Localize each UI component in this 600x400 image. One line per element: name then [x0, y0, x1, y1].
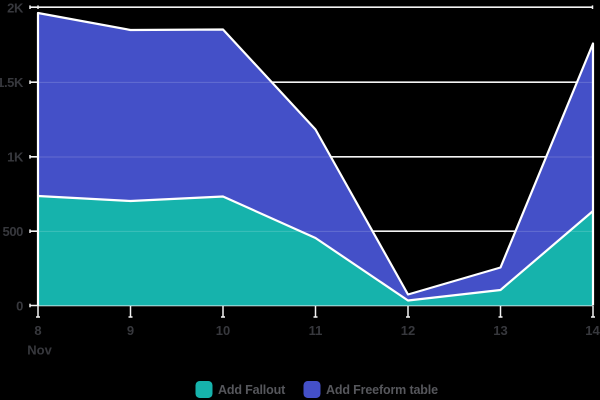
svg-text:Add Fallout: Add Fallout: [218, 383, 286, 397]
svg-text:10: 10: [216, 323, 230, 338]
svg-text:9: 9: [127, 323, 134, 338]
svg-text:1K: 1K: [7, 150, 24, 165]
svg-text:0: 0: [16, 299, 23, 314]
svg-text:14: 14: [585, 323, 600, 338]
svg-text:12: 12: [401, 323, 415, 338]
svg-text:2K: 2K: [7, 0, 24, 15]
svg-text:13: 13: [493, 323, 507, 338]
svg-text:8: 8: [34, 323, 41, 338]
svg-text:11: 11: [309, 323, 323, 338]
svg-text:500: 500: [3, 224, 24, 239]
svg-text:1.5K: 1.5K: [0, 75, 24, 90]
svg-text:Add Freeform table: Add Freeform table: [326, 383, 438, 397]
svg-text:Nov: Nov: [27, 343, 52, 358]
